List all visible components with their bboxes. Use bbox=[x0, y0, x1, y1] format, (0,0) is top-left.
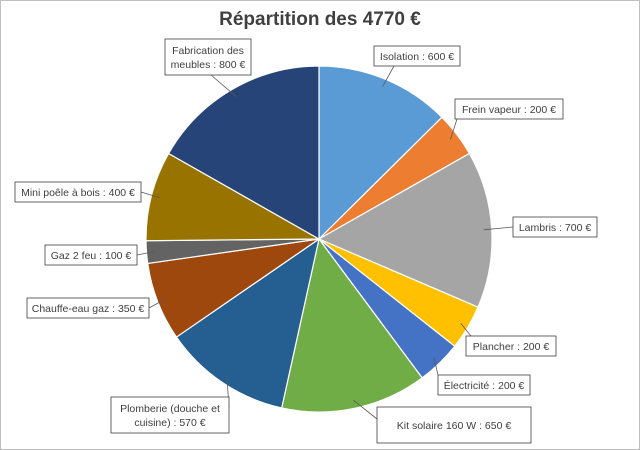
leader-line bbox=[460, 323, 472, 337]
label-text: Isolation : 600 € bbox=[380, 51, 454, 63]
label-text: Frein vapeur : 200 € bbox=[462, 104, 556, 116]
pie-slice bbox=[175, 237, 320, 409]
slice-label: Gaz 2 feu : 100 € bbox=[44, 244, 138, 266]
leader-lines bbox=[136, 65, 514, 420]
label-box bbox=[14, 181, 142, 203]
label-text: Kit solaire 160 W : 650 € bbox=[397, 420, 512, 432]
label-text: Plancher : 200 € bbox=[473, 341, 550, 353]
label-text: cuisine) : 570 € bbox=[134, 417, 205, 429]
label-box bbox=[376, 406, 532, 444]
label-box bbox=[454, 98, 564, 120]
chart-title: Répartition des 4770 € bbox=[219, 9, 421, 30]
label-box bbox=[164, 38, 252, 76]
leader-line bbox=[140, 191, 160, 198]
label-text: Fabrication des bbox=[172, 45, 244, 57]
label-box bbox=[373, 45, 461, 67]
label-box bbox=[110, 396, 230, 434]
slice-label: Fabrication des meubles : 800 € bbox=[164, 38, 252, 76]
leader-line bbox=[136, 251, 155, 256]
leader-line bbox=[148, 298, 166, 309]
slice-label: Frein vapeur : 200 € bbox=[454, 98, 564, 120]
slice-label: Isolation : 600 € bbox=[373, 45, 461, 67]
label-text: Électricité : 200 € bbox=[444, 379, 525, 392]
label-text: Chauffe-eau gaz : 350 € bbox=[32, 303, 145, 315]
slice-label: Plancher : 200 € bbox=[465, 335, 557, 357]
label-text: Plomberie (douche et bbox=[120, 403, 220, 415]
leader-line bbox=[483, 226, 514, 231]
leader-line bbox=[450, 118, 458, 140]
label-text: Mini poêle à bois : 400 € bbox=[21, 187, 135, 199]
leader-line bbox=[210, 74, 237, 97]
pie-slice bbox=[167, 65, 320, 241]
label-box bbox=[26, 297, 150, 319]
leader-line bbox=[353, 399, 378, 420]
slice-label: Lambris : 700 € bbox=[512, 216, 598, 238]
slice-label: Kit solaire 160 W : 650 € bbox=[376, 406, 532, 444]
leader-line bbox=[382, 65, 395, 87]
slice-label: Électricité : 200 € bbox=[437, 374, 531, 396]
label-text: meubles : 800 € bbox=[171, 59, 246, 71]
leader-line bbox=[433, 357, 439, 376]
slice-label: Chauffe-eau gaz : 350 € bbox=[26, 297, 150, 319]
pie-slice bbox=[318, 65, 443, 241]
slice-labels: Isolation : 600 € Frein vapeur : 200 € Lam… bbox=[14, 38, 598, 444]
label-text: Gaz 2 feu : 100 € bbox=[51, 250, 132, 262]
label-box bbox=[465, 335, 557, 357]
label-box bbox=[512, 216, 598, 238]
slice-label: Plomberie (douche et cuisine) : 570 € bbox=[110, 396, 230, 434]
pie-slices bbox=[145, 65, 493, 413]
label-box bbox=[44, 244, 138, 266]
slice-label: Mini poêle à bois : 400 € bbox=[14, 181, 142, 203]
pie-slice bbox=[280, 237, 423, 413]
label-text: Lambris : 700 € bbox=[519, 222, 592, 234]
label-box bbox=[437, 374, 531, 396]
